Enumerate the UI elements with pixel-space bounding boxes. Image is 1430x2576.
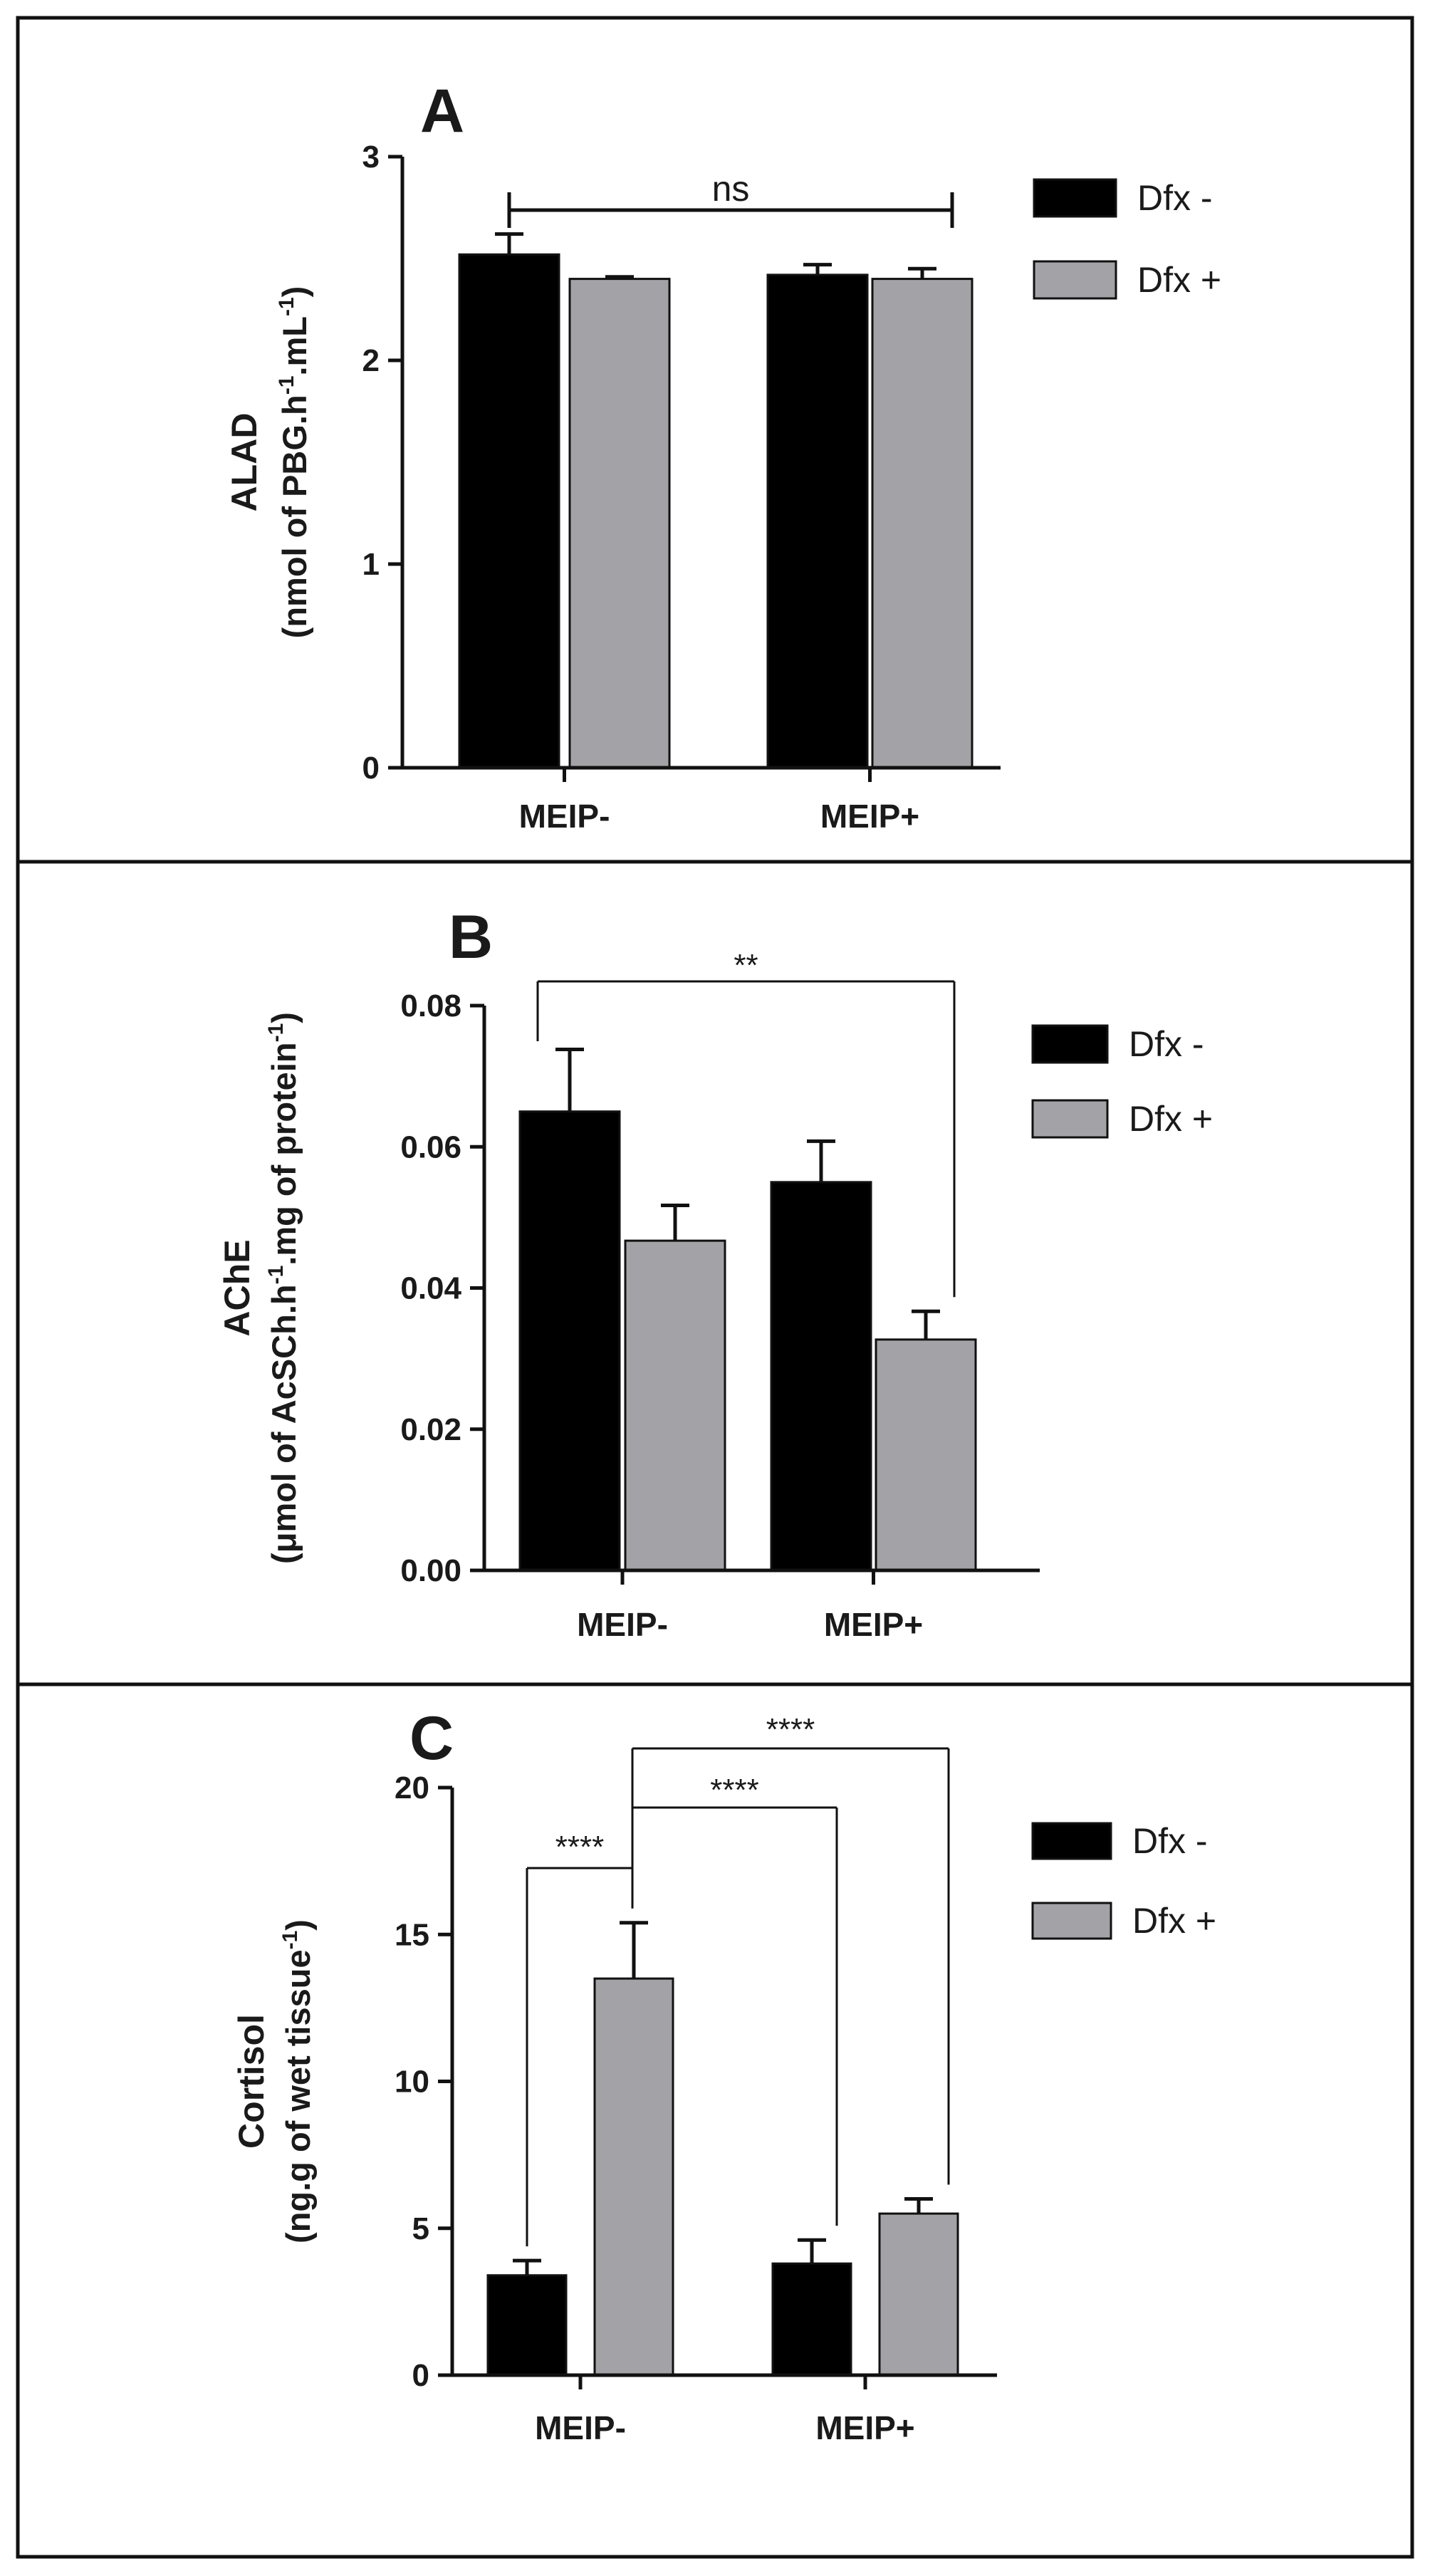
legend-label: Dfx + — [1137, 260, 1221, 300]
bar — [875, 1338, 977, 1572]
bar — [878, 2212, 959, 2377]
y-tick-label: 2 — [362, 343, 380, 378]
x-tick-label: MEIP- — [519, 798, 610, 835]
panel-letter: C — [409, 1704, 454, 1773]
y-axis-title: AChE — [217, 1239, 257, 1336]
y-axis-subtitle-part: (nmol of PBG.h — [276, 395, 313, 638]
bar — [568, 278, 671, 769]
panel-letter: B — [449, 903, 493, 971]
y-axis-subtitle-part: ) — [265, 1012, 303, 1023]
significance-label: ns — [712, 169, 750, 209]
y-axis-superscript: -1 — [278, 1931, 302, 1950]
y-tick-label: 20 — [395, 1771, 429, 1805]
x-tick-label: MEIP+ — [815, 2409, 914, 2446]
panel-letter: A — [420, 77, 464, 145]
legend-swatch — [1033, 178, 1117, 218]
legend-label: Dfx + — [1132, 1901, 1216, 1941]
bar — [458, 253, 560, 769]
y-axis-subtitle-part: (ng.g of wet tissue — [279, 1949, 317, 2243]
significance-label: **** — [766, 1712, 815, 1747]
y-axis-subtitle-part: .mL — [276, 316, 313, 376]
significance-label: **** — [710, 1773, 759, 1808]
bar — [518, 1110, 621, 1572]
y-axis-superscript: -1 — [275, 297, 298, 316]
y-axis-superscript: -1 — [275, 376, 298, 395]
legend-swatch — [1031, 1024, 1109, 1064]
y-axis-superscript: -1 — [264, 1266, 288, 1285]
y-tick-label: 0.02 — [400, 1412, 461, 1447]
bar — [766, 273, 869, 769]
y-tick-label: 0.06 — [400, 1130, 461, 1164]
legend-label: Dfx + — [1129, 1099, 1213, 1139]
bar — [624, 1239, 726, 1572]
bar — [593, 1977, 674, 2377]
y-tick-label: 0.00 — [400, 1553, 461, 1588]
legend-swatch — [1031, 1902, 1112, 1940]
y-axis-subtitle: (μmol of AcSCh.h-1.mg of protein-1) — [264, 1012, 303, 1564]
y-axis-subtitle-part: .mg of protein — [265, 1042, 303, 1265]
x-tick-label: MEIP+ — [824, 1606, 923, 1643]
x-tick-label: MEIP- — [535, 2409, 626, 2446]
legend-label: Dfx - — [1132, 1821, 1208, 1861]
y-tick-label: 5 — [412, 2211, 429, 2246]
y-axis-subtitle: (ng.g of wet tissue-1) — [278, 1919, 317, 2243]
y-tick-label: 0.04 — [400, 1271, 461, 1306]
significance-label: ** — [734, 948, 758, 983]
y-axis-subtitle-part: ) — [279, 1919, 317, 1931]
bar — [486, 2274, 568, 2377]
chart-panel-b: B MEIP- MEIP+ 0.00 0.02 0.04 0.06 0.08 AChE (μmol… — [217, 903, 1213, 1643]
y-axis-subtitle-part: (μmol of AcSCh.h — [265, 1284, 303, 1564]
legend-swatch — [1031, 1099, 1109, 1139]
significance-label: **** — [555, 1830, 605, 1865]
y-tick-label: 10 — [395, 2065, 429, 2100]
y-tick-label: 15 — [395, 1917, 429, 1952]
x-tick-label: MEIP- — [577, 1606, 668, 1643]
y-tick-label: 3 — [362, 140, 380, 174]
legend-label: Dfx - — [1129, 1024, 1204, 1064]
legend-swatch — [1031, 1822, 1112, 1860]
legend-swatch — [1033, 260, 1117, 300]
y-tick-label: 1 — [362, 547, 380, 582]
figure-border — [16, 16, 1414, 2559]
y-axis-title: Cortisol — [231, 2014, 271, 2149]
legend-label: Dfx - — [1137, 178, 1213, 218]
y-tick-label: 0 — [412, 2358, 429, 2393]
y-axis-subtitle: (nmol of PBG.h-1.mL-1) — [275, 286, 313, 639]
bar — [871, 278, 974, 769]
y-tick-label: 0.08 — [400, 989, 461, 1023]
y-axis-title: ALAD — [224, 413, 264, 512]
y-tick-label: 0 — [362, 751, 380, 786]
y-axis-subtitle-part: ) — [276, 286, 313, 298]
bar — [771, 2262, 852, 2377]
chart-panel-c: C MEIP- MEIP+ 0 5 10 15 20 Cortisol (ng.g of wet … — [231, 1704, 1216, 2446]
bar — [770, 1181, 872, 1572]
y-axis-superscript: -1 — [264, 1023, 288, 1043]
x-tick-label: MEIP+ — [820, 798, 919, 835]
